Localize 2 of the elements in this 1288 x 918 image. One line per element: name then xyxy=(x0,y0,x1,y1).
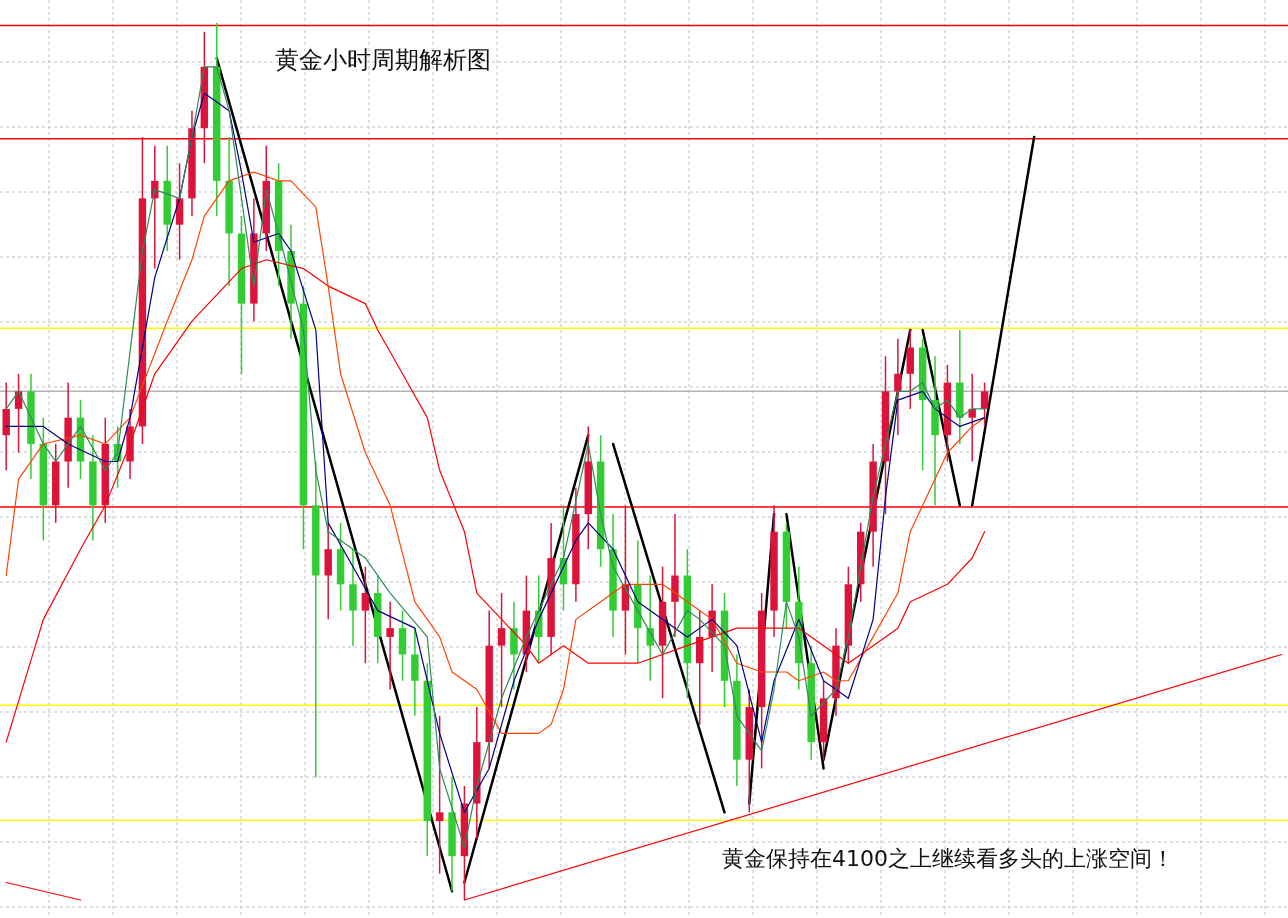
title: 黄金小时周期解析图 xyxy=(275,46,491,74)
annotation: 黄金保持在4100之上继续看多头的上涨空间！ xyxy=(722,846,1174,871)
